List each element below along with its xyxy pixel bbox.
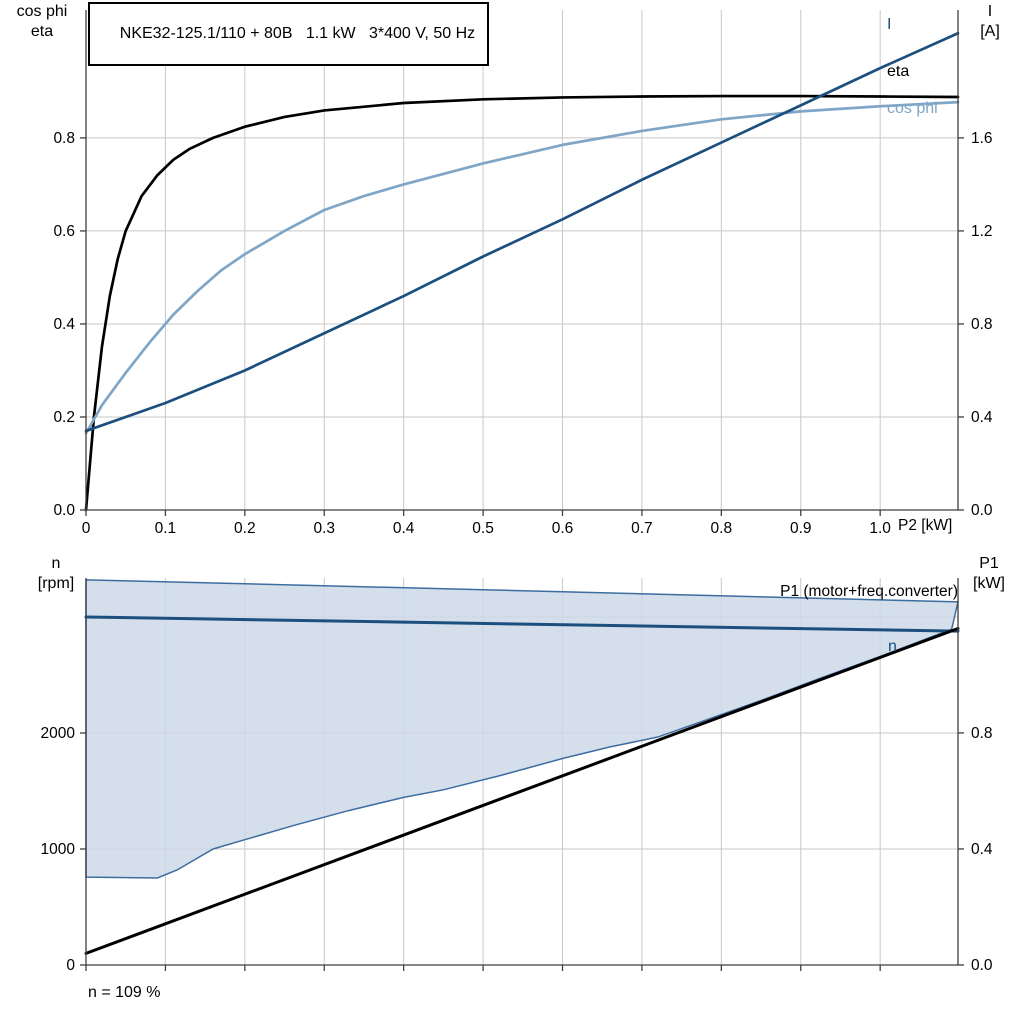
current-curve-label: I <box>887 16 892 33</box>
svg-text:0.3: 0.3 <box>313 520 335 537</box>
speed-percentage-note: n = 109 % <box>88 984 161 1001</box>
svg-text:0.8: 0.8 <box>971 725 993 742</box>
bottom-left-axis-title: n [rpm] <box>18 554 94 594</box>
svg-text:1000: 1000 <box>41 841 76 858</box>
svg-text:0.0: 0.0 <box>53 502 75 519</box>
svg-text:1.2: 1.2 <box>971 223 993 240</box>
svg-text:0.8: 0.8 <box>711 520 733 537</box>
svg-text:0: 0 <box>66 957 75 974</box>
bottom-chart-canvas: 0 1000 2000 0.0 0.4 0.8 <box>41 578 993 974</box>
chart-title: NKE32-125.1/110 + 80B 1.1 kW 3*400 V, 50… <box>119 25 476 42</box>
chart-title-box: NKE32-125.1/110 + 80B 1.1 kW 3*400 V, 50… <box>88 2 490 66</box>
axis-title-line-eta: eta <box>30 23 54 40</box>
svg-text:0.9: 0.9 <box>790 520 812 537</box>
svg-text:2000: 2000 <box>41 725 76 742</box>
svg-text:0.4: 0.4 <box>971 841 993 858</box>
axis-title-line-current: I <box>987 3 993 20</box>
eta-curve-label: eta <box>887 63 910 80</box>
svg-text:0: 0 <box>82 520 91 537</box>
axis-title-line-cosphi: cos phi <box>16 3 68 20</box>
svg-text:0.5: 0.5 <box>472 520 494 537</box>
axis-title-line-speed-unit: [rpm] <box>37 575 75 592</box>
svg-text:0.1: 0.1 <box>155 520 177 537</box>
svg-text:0.4: 0.4 <box>53 316 75 333</box>
cosphi-curve-label: cos phi <box>887 100 938 117</box>
svg-text:0.0: 0.0 <box>971 957 993 974</box>
svg-text:0.2: 0.2 <box>234 520 256 537</box>
svg-text:0.6: 0.6 <box>53 223 75 240</box>
svg-text:0.8: 0.8 <box>53 130 75 147</box>
svg-text:1.6: 1.6 <box>971 130 993 147</box>
svg-text:0.8: 0.8 <box>971 316 993 333</box>
speed-curve-label: n <box>888 638 897 655</box>
p1-curve-label: P1 (motor+freq.converter) <box>780 583 958 600</box>
svg-text:0.4: 0.4 <box>393 520 415 537</box>
axis-title-line-current-unit: [A] <box>980 23 1000 40</box>
axis-title-line-speed: n <box>51 555 61 572</box>
top-right-axis-title: I [A] <box>962 2 1018 42</box>
svg-text:0.4: 0.4 <box>971 409 993 426</box>
top-chart-canvas: 0.0 0.2 0.4 0.6 0.8 0.0 0.4 0.8 1.2 1.6 0 0.1 0.2 0.3… <box>53 10 993 537</box>
svg-text:0.7: 0.7 <box>631 520 653 537</box>
svg-text:1.0: 1.0 <box>869 520 891 537</box>
bottom-right-axis-title: P1 [kW] <box>960 554 1018 594</box>
svg-text:0.6: 0.6 <box>552 520 574 537</box>
svg-text:0.2: 0.2 <box>53 409 75 426</box>
svg-text:0.0: 0.0 <box>971 502 993 519</box>
axis-title-line-p1-unit: [kW] <box>973 575 1005 592</box>
x-axis-label: P2 [kW] <box>898 517 953 534</box>
axis-title-line-p1: P1 <box>979 555 999 572</box>
top-left-axis-title: cos phi eta <box>6 2 78 42</box>
